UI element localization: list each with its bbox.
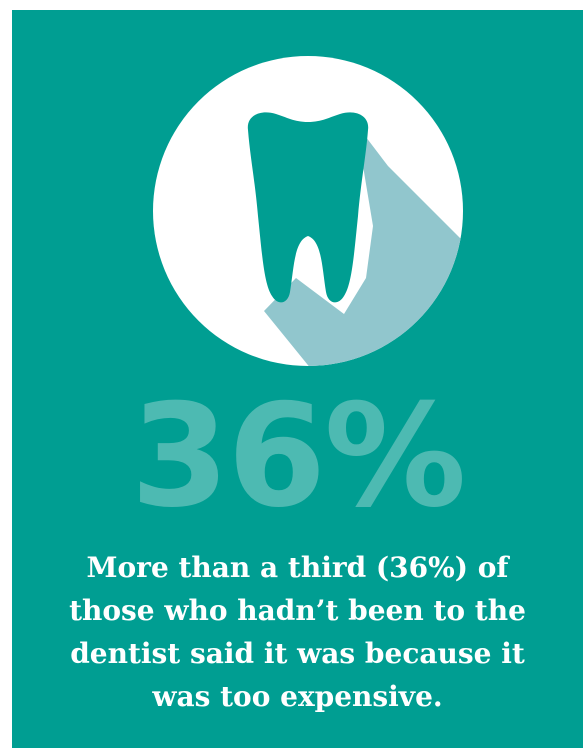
caption-text: More than a third (36%) of those who had…: [69, 551, 526, 713]
tooth-icon: [153, 56, 463, 366]
tooth-long-shadow: [264, 124, 463, 366]
tooth-badge: [148, 56, 468, 366]
tooth-shape: [247, 112, 369, 303]
infographic-card: 36% More than a third (36%) of those who…: [12, 10, 583, 748]
stat-value: 36%: [130, 374, 467, 539]
